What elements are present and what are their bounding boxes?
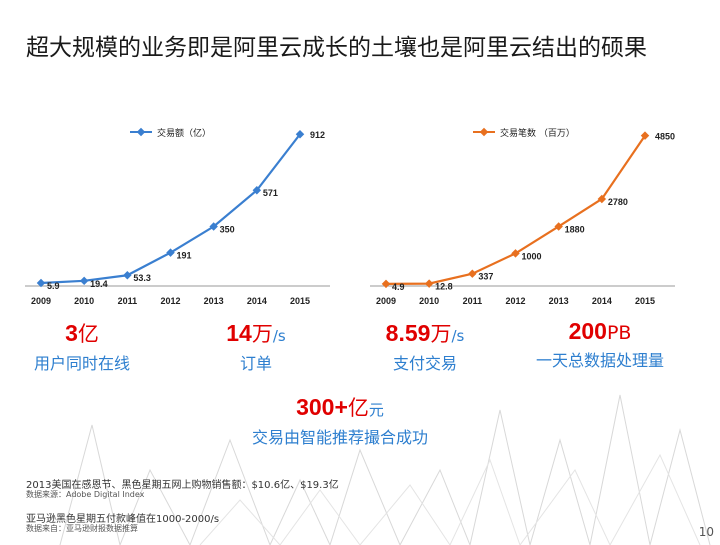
data-point <box>424 279 434 288</box>
x-tick-label: 2015 <box>635 296 655 306</box>
note-amazon-peak-source: 数据来自：亚马逊财报数据推算 <box>26 524 138 533</box>
data-point <box>252 185 262 195</box>
x-tick-label: 2013 <box>549 296 569 306</box>
stat-users: 3亿 用户同时在线 <box>22 318 142 374</box>
data-label: 350 <box>220 225 235 235</box>
data-label: 191 <box>177 251 192 261</box>
stat-users-unit: 亿 <box>77 322 99 346</box>
stat-data-label: 一天总数据处理量 <box>535 351 664 370</box>
stat-payments-suffix: /s <box>451 327 465 345</box>
data-label: 4.9 <box>392 282 405 292</box>
stat-payments-label: 支付交易 <box>392 354 457 373</box>
legend-label: 交易额（亿） <box>157 127 211 139</box>
x-tick-label: 2014 <box>247 296 267 306</box>
series-line <box>385 135 646 285</box>
x-tick-label: 2011 <box>463 296 483 306</box>
data-label: 912 <box>310 130 325 140</box>
stat-data: 200PB 一天总数据处理量 <box>520 318 680 371</box>
x-tick-label: 2010 <box>74 296 94 306</box>
data-point <box>381 279 391 289</box>
data-label: 4850 <box>655 132 675 142</box>
x-tick-label: 2013 <box>204 296 224 306</box>
stat-smart-unit: 亿 <box>347 396 369 420</box>
data-label: 1000 <box>522 251 542 261</box>
stat-smart: 300+亿元 交易由智能推荐撮合成功 <box>230 392 450 448</box>
stat-smart-label: 交易由智能推荐撮合成功 <box>251 428 428 447</box>
trade-count-chart: 交易笔数 （百万） 4.9 12.8 337 1000 1880 2780 4850 2009 2… <box>370 127 675 306</box>
stat-payments: 8.59万/s 支付交易 <box>360 318 490 374</box>
x-tick-label: 2014 <box>592 296 612 306</box>
stat-smart-value: 300+ <box>296 394 348 420</box>
note-us-sales: 2013美国在感恩节、黑色星期五网上购物销售额：$10.6亿、$19.3亿 <box>26 480 339 491</box>
trade-volume-chart: 交易额（亿） 5.9 19.4 53.3 191 350 571 912 2009 2010 201… <box>25 127 330 306</box>
x-tick-label: 2009 <box>31 296 51 306</box>
x-tick-label: 2011 <box>118 296 138 306</box>
data-point <box>79 276 89 286</box>
data-point <box>36 278 46 288</box>
data-label: 53.3 <box>133 273 151 283</box>
stat-orders-suffix: /s <box>272 327 286 345</box>
data-label: 337 <box>478 272 493 282</box>
stat-orders: 14万/s 订单 <box>196 318 316 374</box>
stat-data-suffix: PB <box>606 322 632 344</box>
stat-orders-label: 订单 <box>239 354 272 373</box>
page-number: 10 <box>698 525 714 539</box>
data-point <box>123 271 132 280</box>
data-point <box>597 194 607 204</box>
x-tick-label: 2015 <box>290 296 310 306</box>
data-label: 12.8 <box>435 282 453 292</box>
data-point <box>554 222 563 231</box>
data-label: 571 <box>263 188 278 198</box>
x-tick-label: 2012 <box>505 296 525 306</box>
data-point <box>209 222 218 231</box>
stat-users-value: 3 <box>65 320 78 346</box>
data-point <box>468 269 477 278</box>
stat-orders-unit: 万 <box>251 322 273 346</box>
legend-label: 交易笔数 （百万） <box>500 127 575 139</box>
data-point <box>295 129 305 139</box>
stat-payments-unit: 万 <box>430 322 452 346</box>
page-title: 超大规模的业务即是阿里云成长的土壤也是阿里云结出的硕果 <box>26 35 647 61</box>
legend-marker <box>479 127 489 137</box>
note-us-sales-source: 数据来源：Adobe Digital Index <box>26 490 145 499</box>
stat-data-value: 200 <box>568 318 607 344</box>
data-label: 2780 <box>608 197 628 207</box>
stat-users-label: 用户同时在线 <box>33 354 130 373</box>
series-line <box>40 133 301 285</box>
stat-payments-value: 8.59 <box>385 320 431 346</box>
x-tick-label: 2012 <box>160 296 180 306</box>
data-label: 5.9 <box>47 281 60 291</box>
stat-orders-value: 14 <box>226 320 252 346</box>
legend-marker <box>136 127 146 137</box>
note-amazon-peak: 亚马逊黑色星期五付款峰值在1000-2000/s <box>26 514 220 525</box>
data-label: 1880 <box>565 224 585 234</box>
x-tick-label: 2010 <box>419 296 439 306</box>
stat-smart-suffix: 元 <box>368 401 384 419</box>
data-point <box>166 248 175 257</box>
x-tick-label: 2009 <box>376 296 396 306</box>
data-label: 19.4 <box>90 279 108 289</box>
